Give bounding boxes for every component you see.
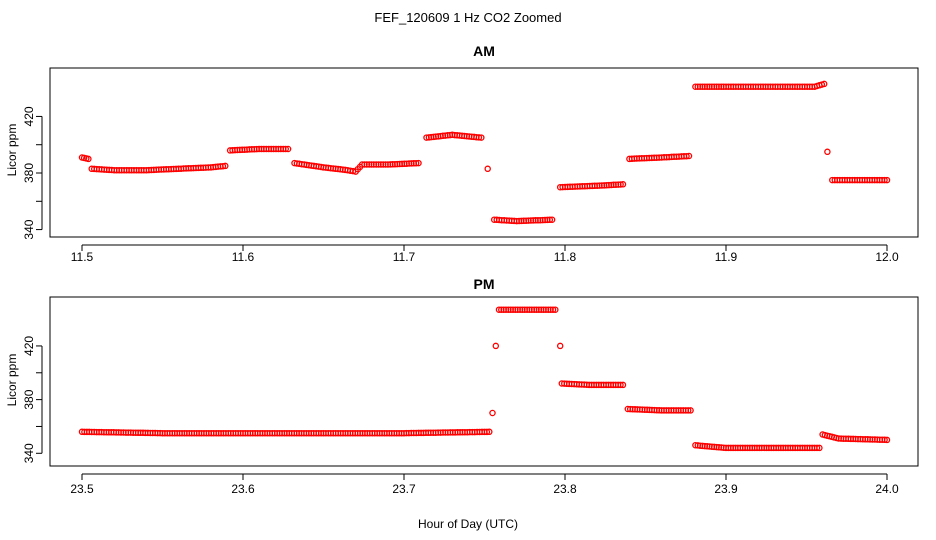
x-axis-label: Hour of Day (UTC) <box>418 517 518 531</box>
data-point <box>492 342 500 350</box>
data-point <box>475 134 483 141</box>
x-tick-label: 11.8 <box>554 250 577 264</box>
y-tick-label: 380 <box>22 389 36 409</box>
data-point <box>546 216 554 224</box>
x-tick-label: 23.7 <box>392 482 416 496</box>
data-point <box>85 155 92 163</box>
data-point <box>549 306 557 313</box>
data-point <box>484 165 491 173</box>
data-point <box>552 306 559 313</box>
data-point <box>548 216 556 223</box>
data-point <box>813 444 821 452</box>
data-point <box>486 428 493 436</box>
panel-title: AM <box>473 43 495 59</box>
data-point <box>687 407 694 414</box>
x-tick-label: 23.5 <box>70 482 94 496</box>
data-point <box>816 444 823 452</box>
x-tick-label: 11.7 <box>393 250 416 264</box>
figure-title: FEF_120609 1 Hz CO2 Zoomed <box>374 10 561 25</box>
data-point <box>478 134 485 141</box>
data-point <box>619 181 627 188</box>
data-point <box>883 176 891 184</box>
data-point <box>284 145 292 153</box>
x-tick-label: 24.0 <box>875 482 899 496</box>
data-point <box>282 145 289 153</box>
panel-am: AM 11.5 11.6 11.7 11.8 11.9 12.0 340 380 420Licor… <box>5 43 919 264</box>
data-point <box>415 159 422 167</box>
data-point <box>412 159 420 167</box>
data-point <box>683 152 690 160</box>
data-point <box>556 342 564 350</box>
data-point <box>685 152 693 160</box>
panel-pm: PM 23.5 23.6 23.7 23.8 23.9 24.0 340 380 420Licor… <box>5 276 919 496</box>
y-axis-label: Licor ppm <box>5 124 19 177</box>
data-point <box>883 436 891 444</box>
data-point <box>684 407 692 414</box>
x-tick-label: 11.6 <box>232 250 255 264</box>
y-axis-label: Licor ppm <box>5 354 19 407</box>
y-tick-label: 340 <box>22 219 36 239</box>
x-tick-label: 11.9 <box>715 250 738 264</box>
x-tick-label: 23.8 <box>553 482 577 496</box>
x-tick-label: 11.5 <box>71 250 94 264</box>
data-point <box>881 436 888 444</box>
data-point <box>483 428 491 436</box>
data-point <box>881 176 888 184</box>
plot-frame <box>49 296 919 467</box>
data-point <box>619 381 627 389</box>
data-point <box>820 80 828 88</box>
x-tick-label: 23.9 <box>714 482 738 496</box>
data-point <box>617 381 624 389</box>
plot-frame <box>49 67 919 238</box>
data-point <box>222 162 229 170</box>
data-point <box>489 409 496 417</box>
data-point <box>617 181 624 188</box>
y-tick-label: 380 <box>22 163 36 183</box>
y-tick-label: 340 <box>22 443 36 463</box>
panel-title: PM <box>474 276 495 292</box>
data-point <box>824 148 831 156</box>
y-tick-label: 420 <box>22 106 36 126</box>
y-tick-label: 420 <box>22 336 36 356</box>
data-point <box>219 162 227 170</box>
x-tick-label: 23.6 <box>231 482 255 496</box>
x-tick-label: 12.0 <box>875 250 899 264</box>
